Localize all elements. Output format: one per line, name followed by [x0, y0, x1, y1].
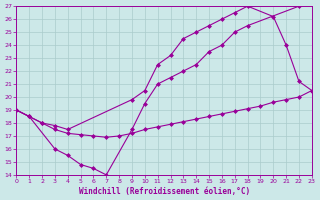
X-axis label: Windchill (Refroidissement éolien,°C): Windchill (Refroidissement éolien,°C) — [78, 187, 250, 196]
